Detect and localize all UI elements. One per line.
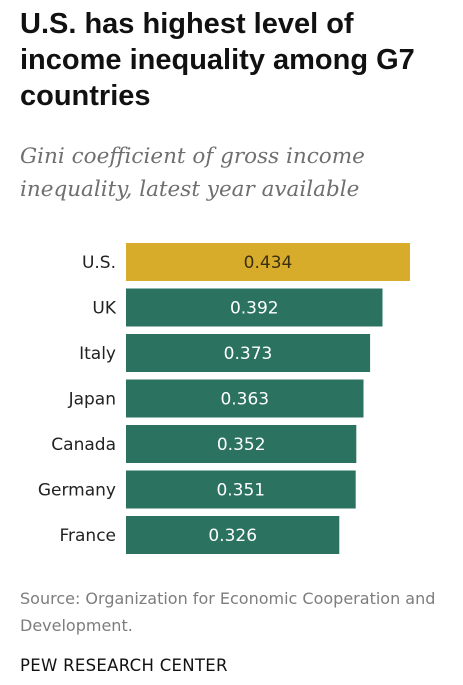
bar-uk <box>126 288 383 327</box>
chart-title: U.S. has highest level of income inequal… <box>20 8 415 112</box>
value-label-france: 0.326 <box>208 526 257 546</box>
category-label-france: France <box>59 526 116 546</box>
bar-japan <box>126 379 364 418</box>
bar-canada <box>126 425 357 463</box>
bar-chart: U.S. 0.434 UK 0.392 Italy 0.373 Japan 0.363 Cana… <box>38 243 410 554</box>
category-label-canada: Canada <box>51 435 116 455</box>
category-label-u-s: U.S. <box>82 253 116 273</box>
footer-brand: PEW RESEARCH CENTER <box>20 656 228 675</box>
value-label-germany: 0.351 <box>216 481 265 501</box>
category-label-germany: Germany <box>38 481 116 501</box>
value-label-canada: 0.352 <box>217 435 266 455</box>
bar-italy <box>126 334 371 372</box>
category-label-italy: Italy <box>79 344 116 364</box>
bar-france <box>126 516 340 554</box>
category-label-japan: Japan <box>68 390 116 410</box>
value-label-japan: 0.363 <box>220 390 269 410</box>
value-label-u-s: 0.434 <box>244 253 293 273</box>
bar-germany <box>126 470 356 509</box>
value-label-italy: 0.373 <box>224 344 273 364</box>
bar-u-s <box>126 243 410 281</box>
chart-subtitle: Gini coefficient of gross income inequal… <box>20 144 365 202</box>
source-note: Source: Organization for Economic Cooper… <box>20 589 436 635</box>
value-label-uk: 0.392 <box>230 299 279 319</box>
category-label-uk: UK <box>92 299 116 319</box>
